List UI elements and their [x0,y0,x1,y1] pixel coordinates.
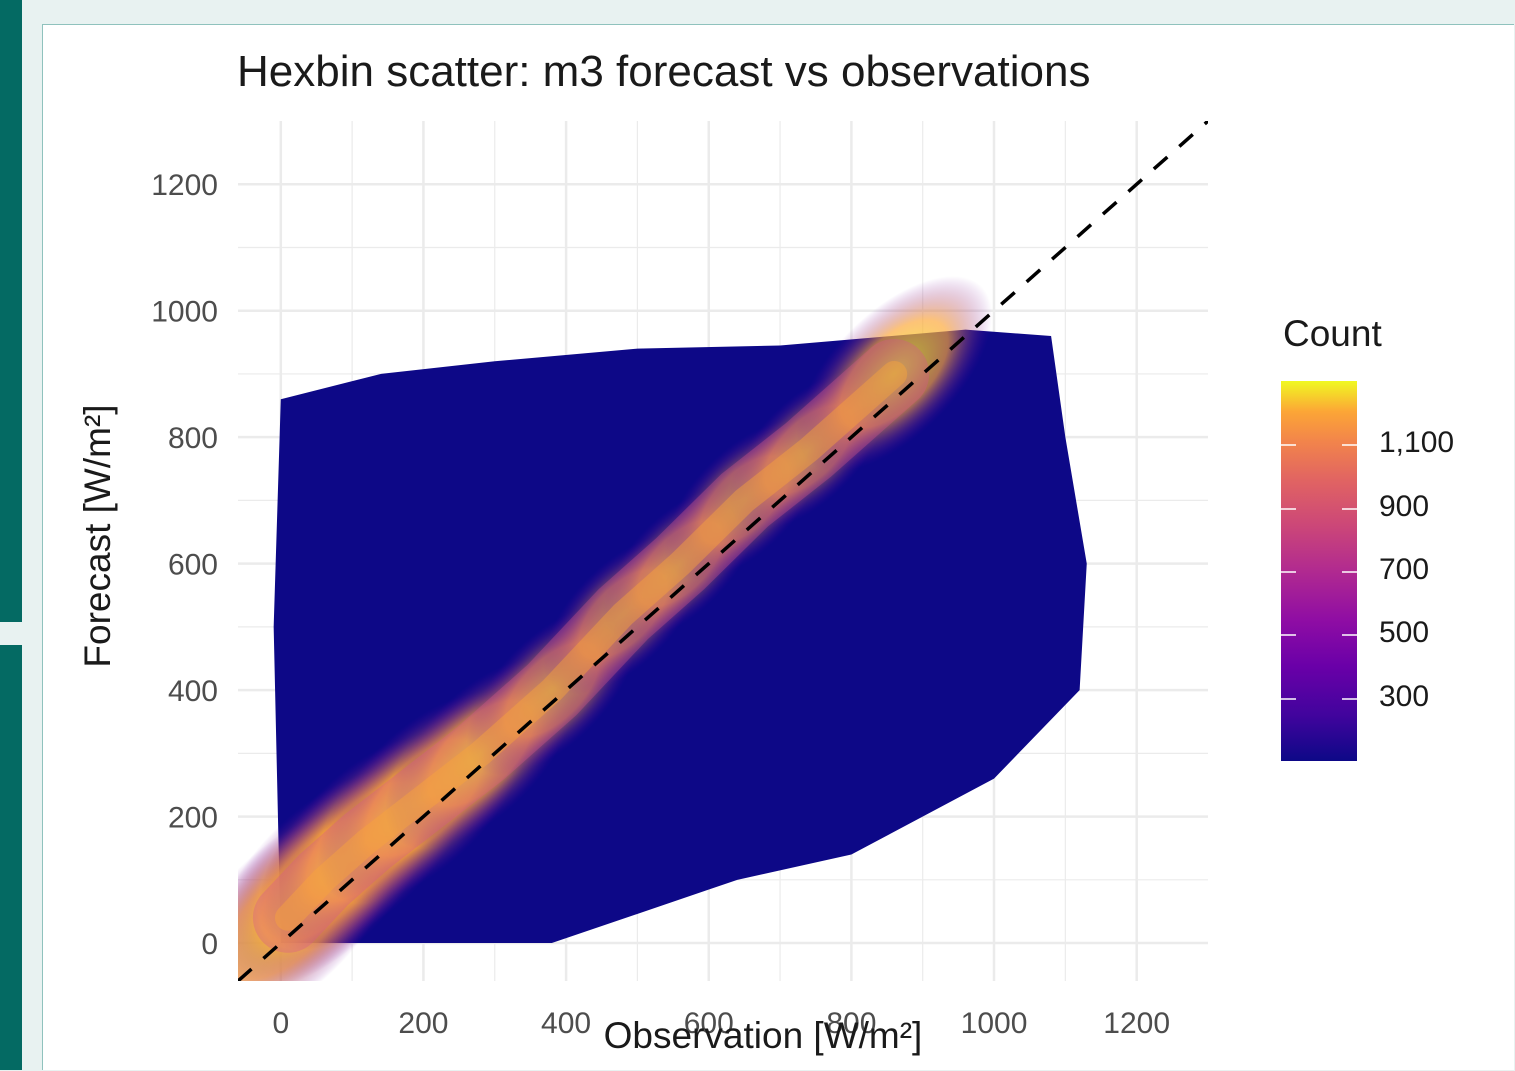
x-tick-label: 800 [826,1007,876,1040]
x-tick-label: 400 [541,1007,591,1040]
x-tick-labels: 0 200 400 600 800 1000 1200 [272,1007,1170,1040]
hexbin-plot: 0 200 400 600 800 1000 1200 0 200 400 600 800 1000 1… [151,121,1208,1040]
x-axis-label: Observation [W/m²] [603,1015,923,1056]
legend-title: Count [1283,313,1382,354]
x-tick-label: 1200 [1103,1007,1170,1040]
y-tick-label: 400 [168,675,218,708]
legend-tick-label: 900 [1379,489,1430,523]
density-ridge-core [274,360,908,931]
legend-tick-mark [1281,507,1357,510]
x-tick-label: 600 [684,1007,734,1040]
density-layer [238,276,1087,981]
y-tick-labels: 0 200 400 600 800 1000 1200 [151,169,218,961]
legend-tick-mark [1281,634,1357,637]
y-tick-label: 1000 [151,296,218,329]
reference-line [238,121,1208,981]
legend-tick-label: 300 [1379,679,1430,713]
legend-tick-mark [1281,571,1357,573]
y-tick-label: 1200 [151,169,218,202]
sidebar-strip-bottom [0,645,22,1070]
reference-line-layer [238,121,1208,981]
chart-title: Hexbin scatter: m3 forecast vs observati… [237,47,1091,96]
legend-tick-mark [1281,697,1357,700]
legend-tick-label: 500 [1379,616,1430,650]
y-tick-label: 600 [168,549,218,582]
density-ridge-band [252,338,930,953]
sidebar-strip-top [0,0,22,622]
legend-tick-label: 1,100 [1379,426,1455,460]
legend-tick-label: 700 [1379,553,1430,586]
x-tick-label: 200 [398,1007,448,1040]
chart-panel: Hexbin scatter: m3 forecast vs observati… [42,24,1514,1070]
y-tick-label: 200 [168,802,218,835]
x-tick-label: 0 [272,1007,289,1040]
y-tick-label: 0 [201,928,218,961]
y-axis-label: Forecast [W/m²] [77,404,118,668]
y-tick-label: 800 [168,422,218,455]
x-tick-label: 1000 [961,1007,1028,1040]
legend-tick-mark [1281,444,1357,447]
density-ridge-point [796,276,993,472]
